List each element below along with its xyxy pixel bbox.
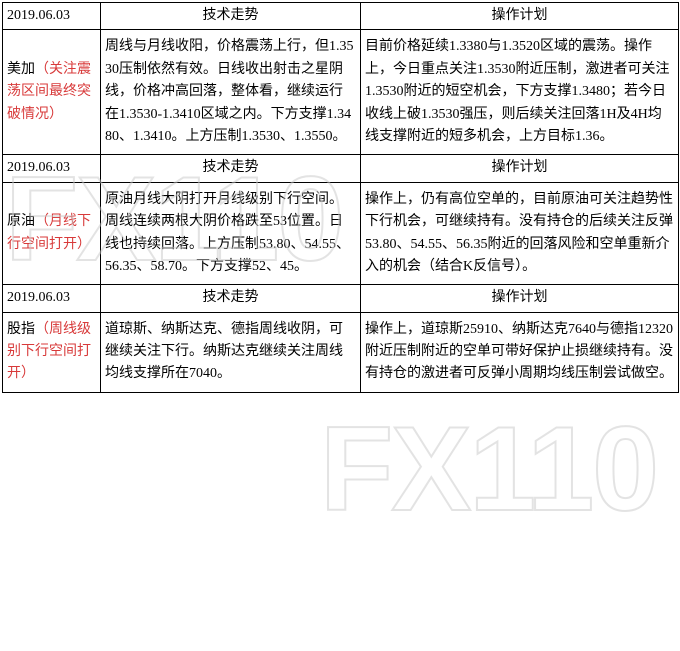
tech-header: 技术走势 (101, 3, 361, 30)
date-cell: 2019.06.03 (3, 285, 101, 312)
table-header-row: 2019.06.03 技术走势 操作计划 (3, 285, 679, 312)
instrument-name: 原油 (7, 214, 35, 229)
instrument-label: 原油（月线下行空间打开） (3, 182, 101, 285)
watermark-text: FX110 (320, 402, 657, 536)
date-cell: 2019.06.03 (3, 155, 101, 182)
table-row: 股指（周线级别下行空间打开） 道琼斯、纳斯达克、德指周线收阴，可继续关注下行。纳… (3, 312, 679, 392)
watermark-bottom: FX110 (320, 400, 680, 540)
plan-header: 操作计划 (361, 3, 679, 30)
plan-content: 操作上，仍有高位空单的，目前原油可关注趋势性下行机会，可继续持有。没有持仓的后续… (361, 182, 679, 285)
table-row: 原油（月线下行空间打开） 原油月线大阴打开月线级别下行空间。周线连续两根大阴价格… (3, 182, 679, 285)
instrument-name: 股指 (7, 322, 35, 337)
table-header-row: 2019.06.03 技术走势 操作计划 (3, 3, 679, 30)
analysis-table: 2019.06.03 技术走势 操作计划 美加（关注震荡区间最终突破情况） 周线… (2, 2, 679, 393)
plan-header: 操作计划 (361, 155, 679, 182)
date-cell: 2019.06.03 (3, 3, 101, 30)
tech-content: 道琼斯、纳斯达克、德指周线收阴，可继续关注下行。纳斯达克继续关注周线均线支撑所在… (101, 312, 361, 392)
tech-header: 技术走势 (101, 155, 361, 182)
tech-content: 周线与月线收阳，价格震荡上行，但1.3530压制依然有效。日线收出射击之星阴线，… (101, 30, 361, 155)
table-header-row: 2019.06.03 技术走势 操作计划 (3, 155, 679, 182)
plan-header: 操作计划 (361, 285, 679, 312)
tech-header: 技术走势 (101, 285, 361, 312)
table-row: 美加（关注震荡区间最终突破情况） 周线与月线收阳，价格震荡上行，但1.3530压… (3, 30, 679, 155)
tech-content: 原油月线大阴打开月线级别下行空间。周线连续两根大阴价格跌至53位置。日线也持续回… (101, 182, 361, 285)
instrument-label: 美加（关注震荡区间最终突破情况） (3, 30, 101, 155)
plan-content: 操作上，道琼斯25910、纳斯达克7640与德指12320附近压制附近的空单可带… (361, 312, 679, 392)
instrument-name: 美加 (7, 62, 35, 77)
instrument-label: 股指（周线级别下行空间打开） (3, 312, 101, 392)
plan-content: 目前价格延续1.3380与1.3520区域的震荡。操作上，今日重点关注1.353… (361, 30, 679, 155)
